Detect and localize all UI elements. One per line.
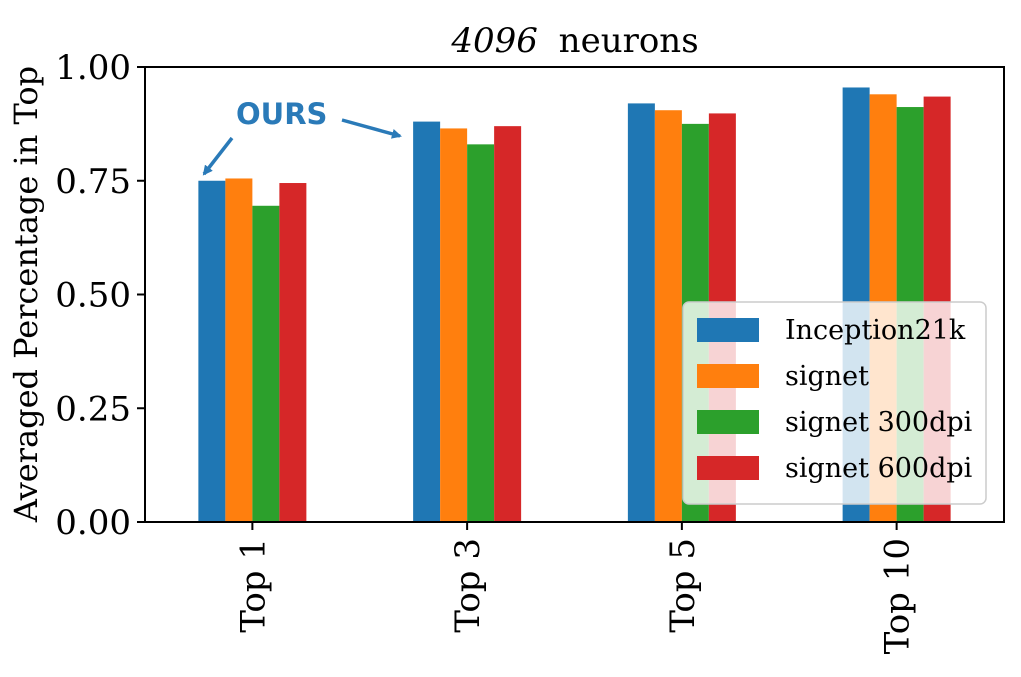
y-tick-label: 0.00	[55, 503, 131, 543]
y-axis-label: Averaged Percentage in Top	[7, 66, 45, 523]
bar-top1-signet	[225, 178, 253, 522]
chart-title-rest: neurons	[559, 21, 699, 61]
ours-label: OURS	[236, 97, 327, 131]
legend-swatch-inception21k	[697, 318, 759, 342]
x-tick-label: Top 1	[233, 538, 273, 633]
legend-box	[682, 301, 987, 505]
x-ticks-group: Top 1 Top 3 Top 5 Top 10	[233, 522, 918, 654]
legend-label-inception21k: Inception21k	[785, 315, 966, 346]
chart-title: 4096 neurons	[450, 21, 698, 61]
bar-top1-inception21k	[198, 180, 226, 522]
bar-top5-inception21k	[627, 103, 655, 523]
bar-top3-signet	[440, 128, 468, 523]
x-tick-label: Top 10	[878, 538, 918, 654]
y-tick-label: 0.75	[55, 162, 131, 202]
bar-top5-signet	[654, 110, 682, 522]
y-tick-label: 0.50	[55, 276, 131, 316]
ours-arrow-top3	[341, 118, 402, 139]
legend-label-signet-300dpi: signet 300dpi	[785, 407, 973, 438]
y-tick-label: 1.00	[55, 48, 131, 88]
legend-swatch-signet-300dpi	[697, 410, 759, 434]
legend-label-signet-600dpi: signet 600dpi	[785, 453, 973, 484]
legend-label-signet: signet	[785, 361, 869, 392]
x-tick-label: Top 3	[448, 538, 488, 633]
y-tick-label: 0.25	[55, 389, 131, 429]
bar-top1-signet-600dpi	[279, 183, 307, 522]
bar-top3-signet-600dpi	[494, 126, 522, 523]
legend: Inception21k signet signet 300dpi signet 60…	[682, 301, 987, 505]
ours-arrow-top1	[202, 136, 234, 176]
bar-top3-signet-300dpi	[467, 144, 495, 522]
legend-swatch-signet-600dpi	[697, 456, 759, 480]
x-tick-label: Top 5	[663, 538, 703, 633]
chart-title-italic: 4096	[450, 21, 538, 61]
y-ticks-group: 0.00 0.25 0.50 0.75 1.00	[55, 48, 145, 543]
plot-frame	[144, 66, 1005, 523]
ours-annotation: OURS	[202, 97, 402, 176]
legend-swatch-signet	[697, 364, 759, 388]
bar-top3-inception21k	[413, 121, 441, 522]
bar-top1-signet-300dpi	[252, 205, 280, 522]
